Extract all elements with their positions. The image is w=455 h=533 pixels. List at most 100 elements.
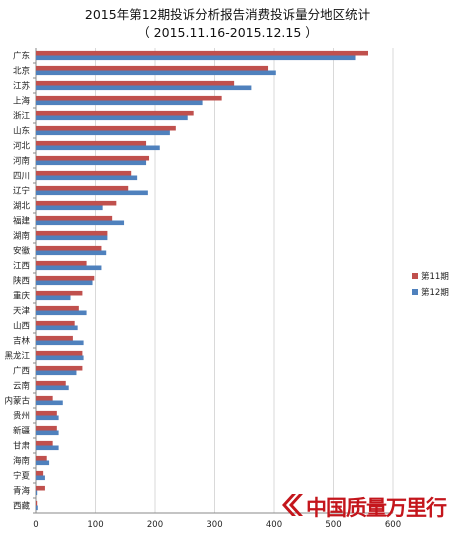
bar-series-1 xyxy=(36,170,132,176)
bar-series-2 xyxy=(36,205,103,211)
bar-series-2 xyxy=(36,460,50,466)
bar-series-2 xyxy=(36,340,84,346)
bar-series-2 xyxy=(36,55,356,61)
bar-series-1 xyxy=(36,95,222,101)
bar-series-1 xyxy=(36,440,53,446)
x-tick-label: 200 xyxy=(147,520,163,530)
watermark: 中国质量万里行 xyxy=(278,488,450,524)
category-label: 青海 xyxy=(13,486,31,497)
legend-label: 第11期 xyxy=(421,271,449,282)
category-label: 上海 xyxy=(13,96,31,107)
category-label: 贵州 xyxy=(13,411,30,422)
bar-series-1 xyxy=(36,260,87,266)
bar-series-2 xyxy=(36,385,69,391)
bar-series-2 xyxy=(36,325,78,331)
bar-series-1 xyxy=(36,320,75,326)
bar-series-2 xyxy=(36,85,252,91)
legend-swatch xyxy=(412,289,418,295)
bar-series-2 xyxy=(36,355,84,361)
bar-series-1 xyxy=(36,410,57,416)
bar-series-2 xyxy=(36,280,93,286)
legend-label: 第12期 xyxy=(421,287,449,298)
bar-series-1 xyxy=(36,155,150,161)
bar-series-2 xyxy=(36,235,108,241)
bar-series-1 xyxy=(36,80,235,86)
bar-series-2 xyxy=(36,160,147,166)
bar-series-2 xyxy=(36,400,63,406)
category-label: 湖南 xyxy=(13,231,30,242)
bar-series-2 xyxy=(36,505,38,511)
category-label: 河北 xyxy=(13,141,31,152)
bar-series-1 xyxy=(36,230,108,236)
bar-series-1 xyxy=(36,350,83,356)
bar-series-2 xyxy=(36,415,59,421)
category-label: 北京 xyxy=(13,66,30,77)
category-label: 西藏 xyxy=(13,501,31,512)
category-label: 吉林 xyxy=(13,336,31,347)
bar-series-1 xyxy=(36,140,147,146)
bar-series-1 xyxy=(36,395,53,401)
bar-series-2 xyxy=(36,295,71,301)
bar-series-1 xyxy=(36,290,83,296)
category-label: 陕西 xyxy=(13,276,30,287)
category-label: 安徽 xyxy=(13,246,31,257)
category-label: 山东 xyxy=(13,126,30,137)
category-label: 浙江 xyxy=(13,111,31,122)
category-label: 甘肃 xyxy=(13,441,31,452)
category-label: 重庆 xyxy=(13,291,31,302)
watermark-text: 中国质量万里行 xyxy=(306,495,447,520)
category-label: 辽宁 xyxy=(13,186,30,197)
category-label: 海南 xyxy=(13,456,30,467)
bar-series-1 xyxy=(36,455,47,461)
bar-series-2 xyxy=(36,115,188,121)
bar-series-2 xyxy=(36,250,107,256)
category-label: 福建 xyxy=(13,216,31,227)
bar-series-2 xyxy=(36,430,59,436)
bar-series-1 xyxy=(36,470,44,476)
bar-series-2 xyxy=(36,100,203,106)
category-label: 云南 xyxy=(13,381,30,392)
bar-series-1 xyxy=(36,485,45,491)
bar-series-2 xyxy=(36,130,170,136)
bar-series-2 xyxy=(36,490,38,496)
bar-series-2 xyxy=(36,445,59,451)
bar-series-2 xyxy=(36,190,148,196)
quality-logo-icon xyxy=(282,494,303,516)
chart-title: 2015年第12期投诉分析报告消费投诉量分地区统计 xyxy=(84,7,371,22)
bar-series-1 xyxy=(36,365,83,371)
x-tick-label: 500 xyxy=(325,520,341,530)
bar-series-2 xyxy=(36,370,77,376)
bar-series-1 xyxy=(36,380,66,386)
bar-series-1 xyxy=(36,200,117,206)
bar-series-2 xyxy=(36,220,125,226)
bar-series-2 xyxy=(36,70,276,76)
bar-series-1 xyxy=(36,425,57,431)
bar-series-1 xyxy=(36,500,38,506)
category-label: 江西 xyxy=(13,262,30,272)
bar-series-2 xyxy=(36,145,160,151)
category-label: 黑龙江 xyxy=(4,351,30,362)
x-tick-label: 400 xyxy=(266,520,282,530)
bar-series-1 xyxy=(36,305,79,311)
category-label: 广西 xyxy=(13,366,30,377)
x-tick-label: 0 xyxy=(33,520,38,530)
bar-series-1 xyxy=(36,275,95,281)
bar-series-1 xyxy=(36,185,129,191)
bar-series-1 xyxy=(36,110,194,116)
bar-series-2 xyxy=(36,310,87,316)
bar-series-2 xyxy=(36,265,102,271)
x-tick-label: 600 xyxy=(385,520,401,530)
bar-series-1 xyxy=(36,335,73,341)
category-label: 山西 xyxy=(13,321,30,332)
x-tick-label: 100 xyxy=(87,520,103,530)
chart-subtitle: （ 2015.11.16-2015.12.15 ） xyxy=(137,25,318,40)
bar-series-1 xyxy=(36,65,269,71)
category-label: 内蒙古 xyxy=(4,396,30,407)
category-label: 广东 xyxy=(13,51,30,62)
bar-series-1 xyxy=(36,215,113,221)
category-label: 河南 xyxy=(13,156,30,167)
bar-series-1 xyxy=(36,50,369,56)
bar-series-1 xyxy=(36,125,176,131)
category-label: 天津 xyxy=(13,306,31,317)
